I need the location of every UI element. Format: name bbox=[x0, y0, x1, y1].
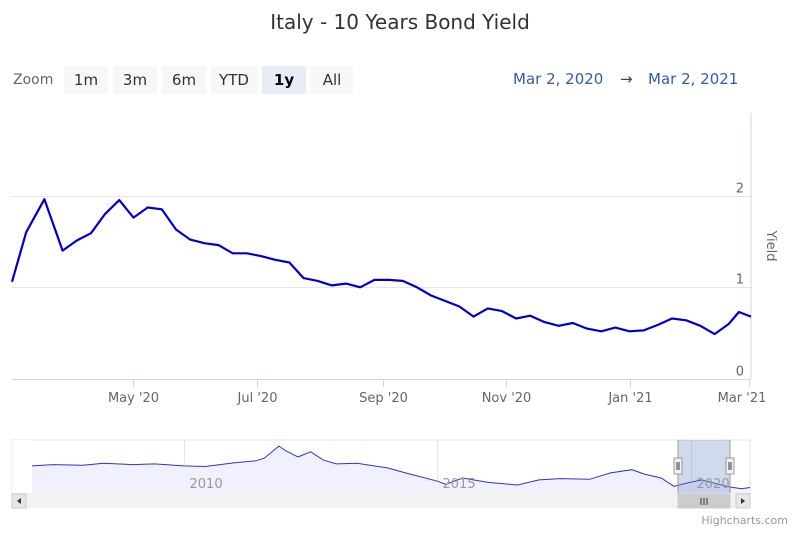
navigator-series-line bbox=[31, 445, 751, 490]
y-axis-ticks: 0 1 2 bbox=[736, 182, 744, 380]
x-tick-label: Jul '20 bbox=[237, 391, 278, 406]
navigator-year-label: 2015 bbox=[443, 477, 476, 492]
zoom-ytd-button[interactable]: YTD bbox=[211, 66, 257, 94]
y-axis-title: Yield bbox=[763, 230, 778, 262]
y-tick-label: 2 bbox=[736, 182, 744, 197]
x-tick-label: Sep '20 bbox=[359, 391, 408, 406]
navigator-left-margin bbox=[12, 440, 32, 493]
zoom-1y-button[interactable]: 1y bbox=[262, 66, 306, 94]
x-tick-label: Mar '21 bbox=[718, 391, 767, 406]
y-tick-label: 0 bbox=[736, 365, 744, 380]
navigator-year-label: 2020 bbox=[697, 477, 730, 492]
navigator-right-handle[interactable] bbox=[725, 457, 735, 475]
arrow-right-icon bbox=[741, 498, 745, 504]
scrollbar-thumb[interactable] bbox=[677, 493, 731, 509]
zoom-6m-button[interactable]: 6m bbox=[162, 66, 206, 94]
navigator-selection-mask[interactable] bbox=[678, 440, 730, 493]
navigator-year-labels: 2010 2015 2020 bbox=[190, 477, 730, 492]
scrollbar-track[interactable] bbox=[12, 494, 750, 508]
series-line-yield[interactable] bbox=[10, 198, 752, 336]
grid-lines bbox=[12, 196, 751, 288]
navigator-year-label: 2010 bbox=[190, 477, 223, 492]
range-to-input[interactable]: Mar 2, 2021 bbox=[648, 70, 739, 88]
y-tick-label: 1 bbox=[736, 273, 744, 288]
arrow-left-icon bbox=[17, 498, 21, 504]
navigator-left-handle[interactable] bbox=[673, 457, 683, 475]
x-axis-ticks: May '20 Jul '20 Sep '20 Nov '20 Jan '21 Mar '… bbox=[108, 379, 766, 406]
range-from-input[interactable]: Mar 2, 2020 bbox=[513, 70, 604, 88]
range-arrow-icon: → bbox=[620, 70, 633, 88]
credits-link[interactable]: Highcharts.com bbox=[701, 514, 788, 527]
chart-title: Italy - 10 Years Bond Yield bbox=[270, 10, 530, 34]
zoom-label: Zoom bbox=[13, 72, 54, 88]
x-tick-label: Jan '21 bbox=[607, 391, 652, 406]
zoom-all-button[interactable]: All bbox=[311, 66, 353, 94]
zoom-3m-button[interactable]: 3m bbox=[113, 66, 157, 94]
zoom-1m-button[interactable]: 1m bbox=[64, 66, 108, 94]
scrollbar-left-arrow[interactable] bbox=[11, 493, 27, 509]
x-tick-label: Nov '20 bbox=[482, 391, 532, 406]
scrollbar-right-arrow[interactable] bbox=[735, 493, 751, 509]
x-tick-label: May '20 bbox=[108, 391, 159, 406]
